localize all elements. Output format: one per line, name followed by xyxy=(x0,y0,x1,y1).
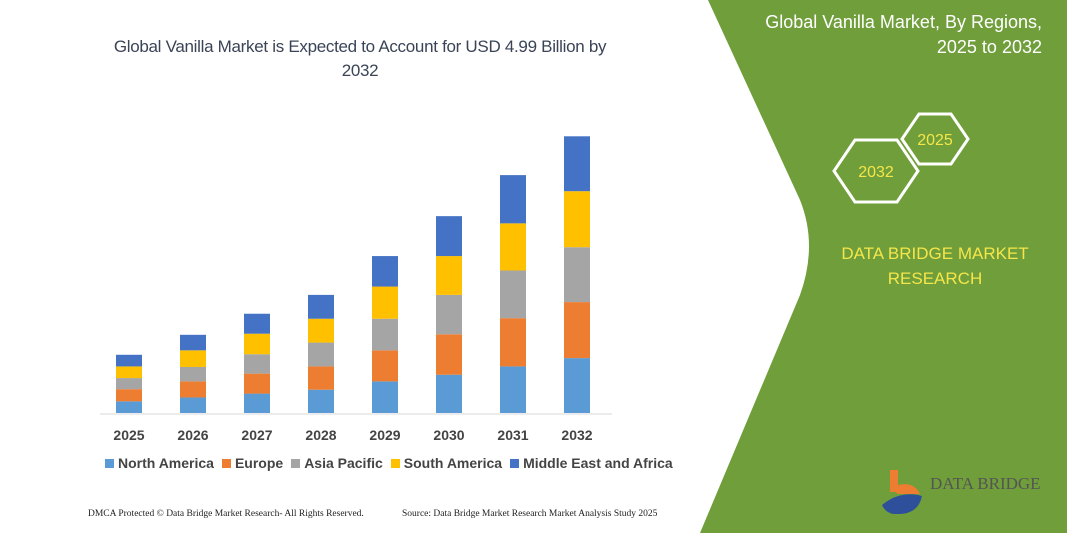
bar-segment-north-america-2029 xyxy=(372,381,398,413)
copyright-note: DMCA Protected © Data Bridge Market Rese… xyxy=(88,509,364,519)
x-tick-label: 2029 xyxy=(369,427,400,443)
hexagon-2032 xyxy=(832,138,920,204)
legend-swatch xyxy=(510,458,520,468)
bar-segment-europe-2025 xyxy=(116,389,142,402)
bar-segment-middle-east-and-africa-2025 xyxy=(116,354,142,367)
hexagon-2025 xyxy=(900,112,970,166)
panel-title: Global Vanilla Market, By Regions, 2025 … xyxy=(765,10,1042,60)
legend-swatch xyxy=(221,458,231,468)
bar-segment-north-america-2028 xyxy=(308,389,334,413)
panel-title-line2: 2025 to 2032 xyxy=(936,37,1042,57)
bar-segment-south-america-2026 xyxy=(180,350,206,367)
bar-segment-asia-pacific-2026 xyxy=(180,366,206,382)
legend-swatch xyxy=(105,458,114,468)
bar-segment-asia-pacific-2025 xyxy=(116,378,142,390)
legend-item: North America xyxy=(105,455,214,471)
bar-segment-middle-east-and-africa-2027 xyxy=(244,313,270,334)
legend-label: Asia Pacific xyxy=(304,455,383,471)
x-tick-label: 2031 xyxy=(497,427,528,443)
x-tick-labels: 2025 2026 2027 2028 2029 2030 2031 2032 xyxy=(113,427,592,443)
legend-item: South America xyxy=(390,455,503,471)
bar-segment-asia-pacific-2031 xyxy=(500,270,526,319)
bar-segment-south-america-2031 xyxy=(500,223,526,271)
legend-label: South America xyxy=(403,455,503,471)
bar-segment-north-america-2032 xyxy=(564,358,590,413)
legend-label: Middle East and Africa xyxy=(523,455,673,471)
bar-segment-middle-east-and-africa-2029 xyxy=(372,256,398,287)
bar-segment-europe-2029 xyxy=(372,350,398,382)
x-tick-label: 2028 xyxy=(305,427,336,443)
x-tick-label: 2027 xyxy=(241,427,272,443)
legend-item: Europe xyxy=(221,455,284,471)
bar-segment-south-america-2029 xyxy=(372,286,398,319)
hex-2025-label: 2025 xyxy=(917,132,953,149)
bar-segment-europe-2031 xyxy=(500,318,526,367)
bar-segment-asia-pacific-2027 xyxy=(244,354,270,374)
bar-segment-south-america-2027 xyxy=(244,333,270,355)
bar-segment-north-america-2026 xyxy=(180,397,206,413)
bar-segment-north-america-2030 xyxy=(436,374,462,413)
bar-segment-middle-east-and-africa-2030 xyxy=(436,216,462,257)
bar-segment-south-america-2025 xyxy=(116,366,142,379)
legend-item: Middle East and Africa xyxy=(510,455,673,471)
bar-segment-north-america-2027 xyxy=(244,393,270,413)
bar-segment-europe-2026 xyxy=(180,381,206,398)
x-tick-label: 2026 xyxy=(177,427,208,443)
legend-label: Europe xyxy=(234,455,284,471)
legend: North America Europe Asia Pacific South Ame… xyxy=(105,455,673,471)
logo-text: DATA BRIDGE xyxy=(930,474,1041,493)
bars xyxy=(116,136,590,413)
panel-title-line1: Global Vanilla Market, By Regions, xyxy=(765,12,1042,32)
legend-item: Asia Pacific xyxy=(291,455,383,471)
bar-segment-europe-2032 xyxy=(564,302,590,359)
brand-line1: DATA BRIDGE MARKET xyxy=(841,244,1029,263)
hex-2032-label: 2032 xyxy=(858,164,894,181)
legend-swatch xyxy=(291,458,301,468)
green-panel xyxy=(700,0,1067,533)
brand-name: DATA BRIDGE MARKET RESEARCH xyxy=(810,241,1060,291)
bar-segment-middle-east-and-africa-2032 xyxy=(564,136,590,192)
x-tick-label: 2030 xyxy=(433,427,464,443)
x-tick-label: 2025 xyxy=(113,427,144,443)
bar-segment-south-america-2032 xyxy=(564,191,590,248)
legend-label: North America xyxy=(118,455,214,471)
bar-segment-north-america-2031 xyxy=(500,366,526,413)
legend-swatch xyxy=(390,458,400,468)
bar-segment-south-america-2030 xyxy=(436,256,462,295)
bar-segment-asia-pacific-2028 xyxy=(308,342,334,367)
bar-segment-middle-east-and-africa-2028 xyxy=(308,294,334,319)
bar-segment-middle-east-and-africa-2026 xyxy=(180,334,206,351)
bar-segment-asia-pacific-2032 xyxy=(564,247,590,303)
bar-segment-europe-2027 xyxy=(244,373,270,394)
bar-segment-middle-east-and-africa-2031 xyxy=(500,175,526,224)
x-tick-label: 2032 xyxy=(561,427,592,443)
bar-segment-asia-pacific-2030 xyxy=(436,294,462,335)
bar-segment-south-america-2028 xyxy=(308,318,334,343)
logo-icon xyxy=(882,470,922,515)
bar-segment-north-america-2025 xyxy=(116,401,142,413)
source-note: Source: Data Bridge Market Research Mark… xyxy=(402,509,658,519)
bar-segment-asia-pacific-2029 xyxy=(372,318,398,351)
chart-title: Global Vanilla Market is Expected to Acc… xyxy=(113,37,607,80)
bar-segment-europe-2028 xyxy=(308,366,334,390)
brand-line2: RESEARCH xyxy=(887,269,983,288)
bar-segment-europe-2030 xyxy=(436,334,462,375)
